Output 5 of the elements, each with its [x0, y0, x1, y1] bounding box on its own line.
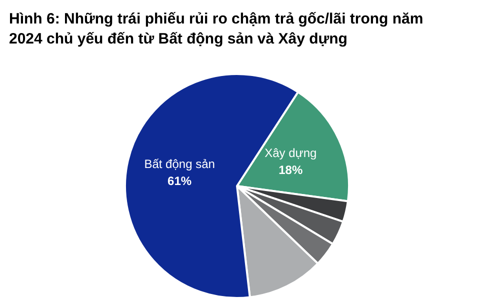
data-label: 18% [278, 162, 303, 177]
chart-title: Hình 6: Những trái phiếu rủi ro chậm trả gốc/lãi trong năm 2024 chủ yếu đến từ Bất động sản và Xây dựng [9, 10, 424, 48]
data-label: 61% [168, 174, 192, 188]
slice-label: Bất động sản [144, 157, 215, 172]
slice-label: Xây dựng [264, 146, 317, 160]
